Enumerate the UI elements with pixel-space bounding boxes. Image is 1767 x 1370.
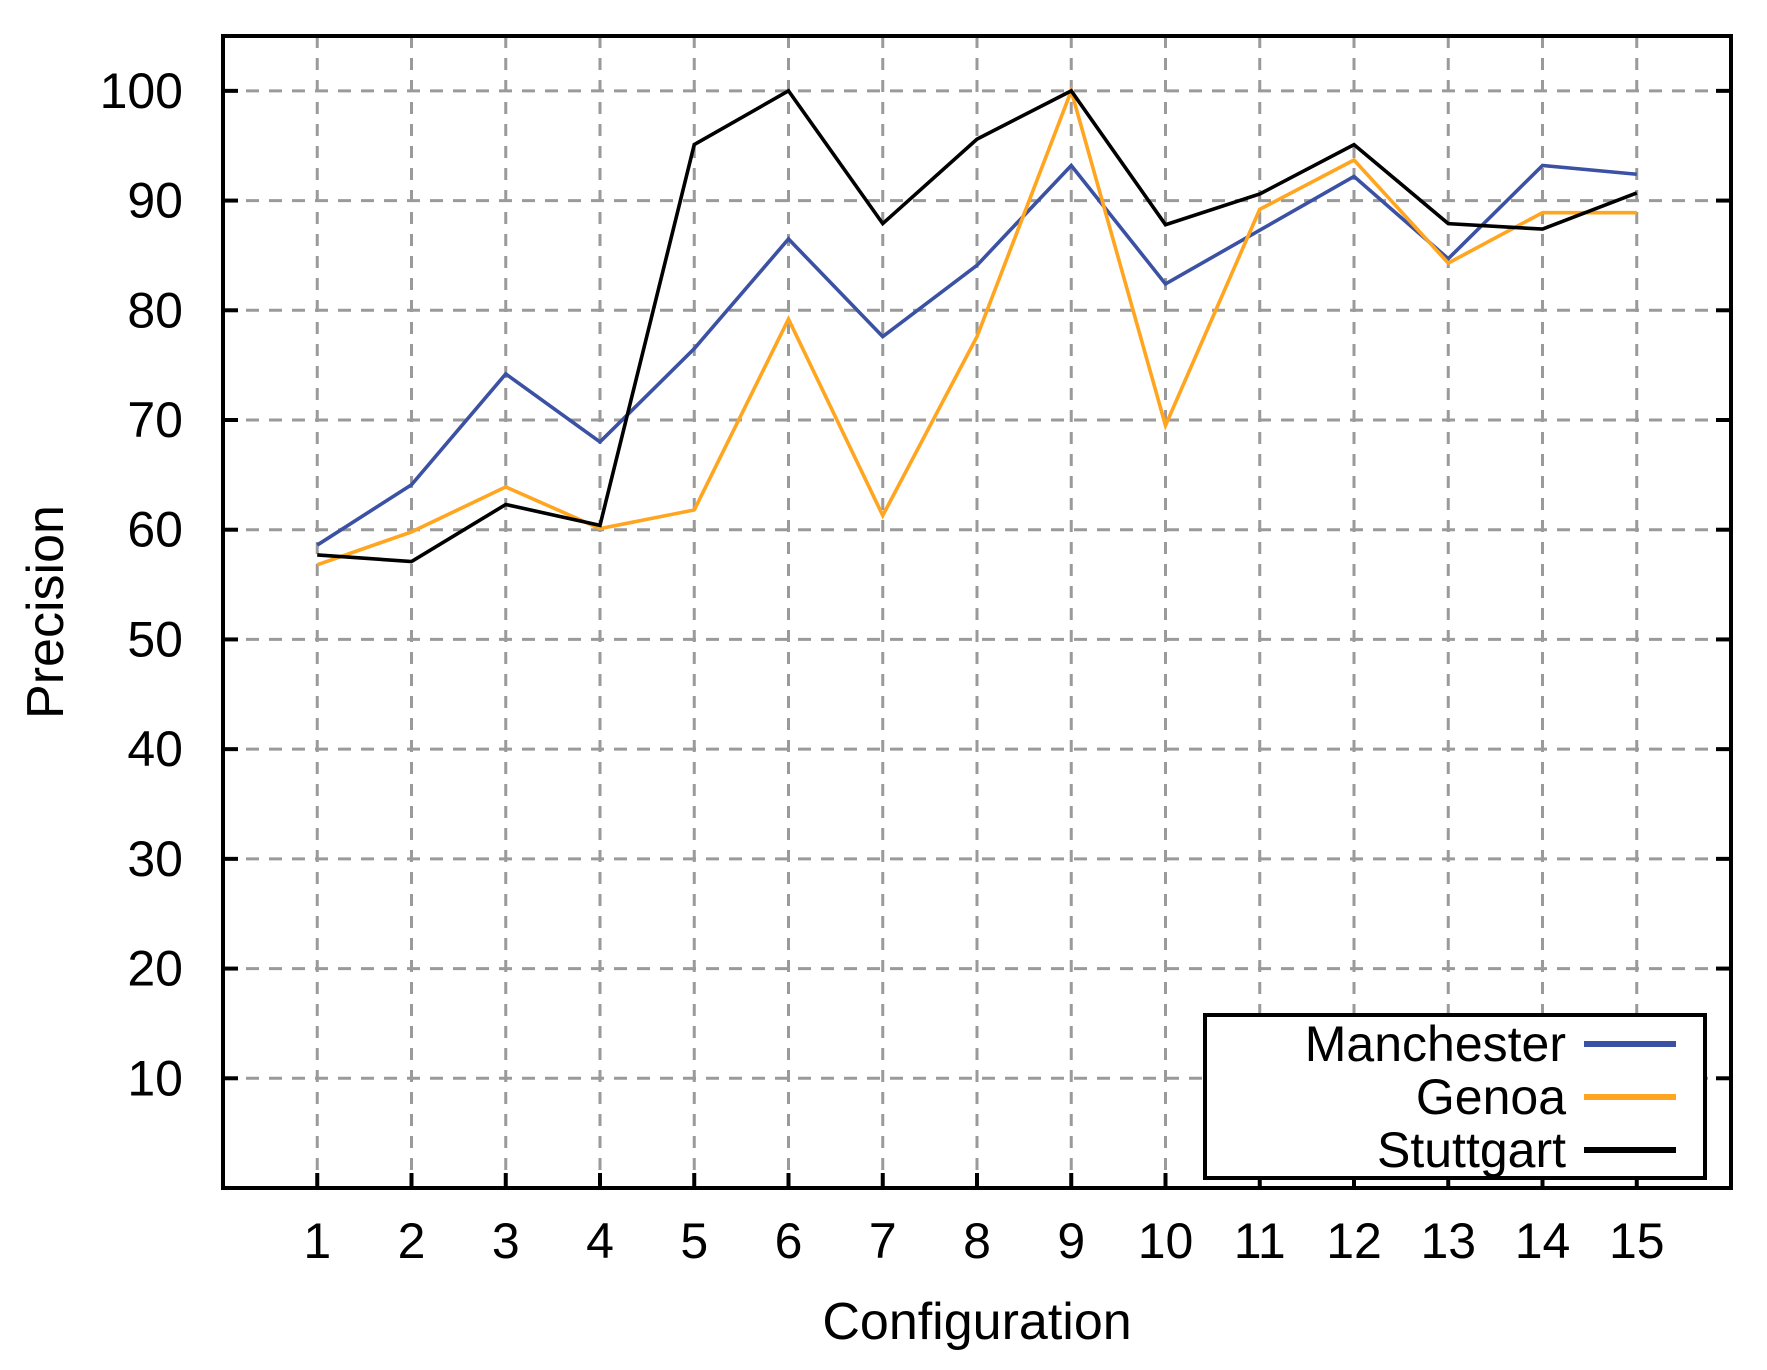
x-tick-label: 13 <box>1420 1213 1476 1269</box>
legend-label: Stuttgart <box>1377 1121 1566 1178</box>
series-line-genoa <box>316 85 1637 567</box>
x-tick-label: 2 <box>398 1213 426 1269</box>
legend-line-sample <box>1584 1146 1676 1153</box>
x-tick-label: 15 <box>1609 1213 1665 1269</box>
legend-label: Genoa <box>1415 1068 1566 1125</box>
x-tick-label: 3 <box>492 1213 520 1269</box>
y-tick-label: 50 <box>127 611 183 667</box>
legend-row-stuttgart: Stuttgart <box>1207 1125 1676 1175</box>
x-tick-label: 14 <box>1515 1213 1571 1269</box>
series-line-stuttgart <box>317 88 1638 564</box>
y-tick-label: 20 <box>127 941 183 997</box>
legend-row-manchester: Manchester <box>1207 1019 1676 1069</box>
y-tick-label: 70 <box>127 392 183 448</box>
y-axis-title: Precision <box>17 505 75 719</box>
legend-label: Manchester <box>1304 1015 1566 1072</box>
y-tick-label: 100 <box>100 63 183 119</box>
plot-border <box>221 34 1733 1190</box>
y-tick-label: 90 <box>127 173 183 229</box>
x-tick-label: 1 <box>303 1213 331 1269</box>
x-tick-label: 6 <box>775 1213 803 1269</box>
legend: Manchester Genoa Stuttgart <box>1203 1013 1707 1180</box>
x-tick-label: 8 <box>963 1213 991 1269</box>
x-tick-label: 11 <box>1234 1213 1286 1269</box>
x-axis-title: Configuration <box>822 1293 1132 1351</box>
x-tick-label: 7 <box>869 1213 897 1269</box>
x-tick-label: 12 <box>1326 1213 1382 1269</box>
legend-line-sample <box>1584 1040 1676 1047</box>
legend-line-sample <box>1584 1093 1676 1100</box>
legend-row-genoa: Genoa <box>1207 1072 1676 1122</box>
x-tick-label: 9 <box>1057 1213 1085 1269</box>
y-tick-label: 40 <box>127 721 183 777</box>
y-tick-label: 30 <box>127 831 183 887</box>
y-tick-label: 10 <box>127 1050 183 1106</box>
y-tick-label: 60 <box>127 502 183 558</box>
x-tick-label: 5 <box>680 1213 708 1269</box>
x-tick-label: 4 <box>586 1213 614 1269</box>
x-tick-label: 10 <box>1138 1213 1194 1269</box>
y-tick-label: 80 <box>127 282 183 338</box>
